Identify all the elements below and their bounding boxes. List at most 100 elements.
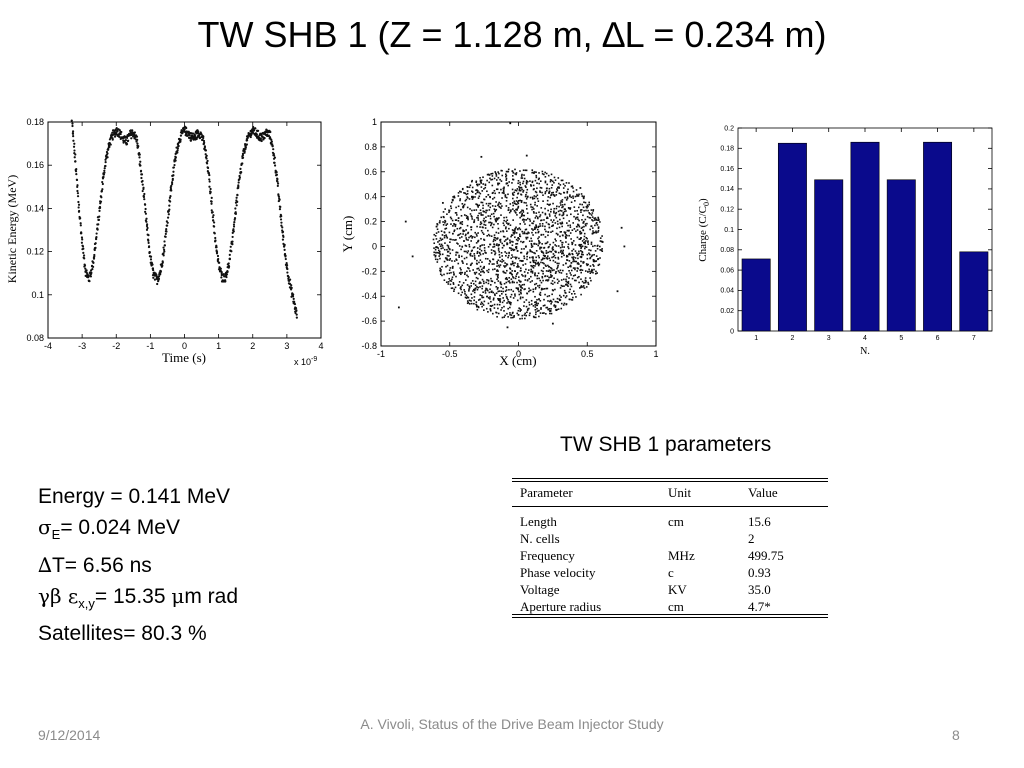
data-point [278,208,282,211]
data-point [516,263,519,265]
data-point [553,219,555,221]
data-point [238,176,241,179]
data-point [523,271,526,273]
data-point [577,206,580,209]
data-point [513,191,516,194]
x-tick-label: 0 [182,341,187,351]
data-point [507,193,509,196]
data-point [441,238,444,241]
y-tick-label: 0.18 [26,117,44,127]
data-point [81,245,85,248]
data-point [575,216,577,219]
data-point [470,215,473,217]
data-point [245,143,249,146]
data-point [583,287,586,289]
data-point [524,274,527,277]
data-point [574,218,577,220]
data-point [487,271,490,274]
data-point [544,180,547,183]
data-point [546,295,549,298]
data-point [529,250,532,253]
data-point [582,241,585,244]
data-point [491,175,494,177]
data-point [491,205,494,207]
data-point [509,312,511,314]
data-point [462,204,465,207]
data-point [545,270,548,272]
data-point [553,254,556,257]
data-point [236,194,239,197]
data-point [551,275,553,277]
data-point [561,206,563,209]
data-point [231,240,234,243]
data-point [583,225,585,228]
data-point [543,262,545,265]
data-point [514,262,516,264]
data-point [292,297,295,300]
data-point [142,186,145,189]
data-point [542,252,545,254]
data-point [599,237,602,239]
data-point [477,286,480,289]
data-point [594,272,597,275]
data-point [124,135,127,138]
data-point [522,169,525,172]
data-point [487,279,490,282]
data-point [566,190,569,193]
data-point [559,269,562,272]
x-tick-label: 0.5 [581,349,594,359]
data-point [482,253,484,255]
data-point [588,203,591,206]
data-point [444,242,446,244]
data-point [292,293,295,296]
data-point [162,252,165,255]
data-point [596,219,598,221]
data-point [493,177,496,180]
data-point [550,179,553,182]
data-point [165,227,168,231]
data-point [519,183,522,186]
data-point [497,217,499,220]
data-point [189,139,192,142]
data-point [293,300,296,303]
data-point [528,304,531,306]
data-point [492,212,495,215]
data-point [454,212,457,214]
data-point [92,265,95,268]
data-point [489,202,492,205]
data-point [561,179,564,182]
data-point [94,246,97,249]
data-point [505,239,507,241]
bunch-length-line: ∆T= 6.56 ns [38,553,152,578]
data-point [555,211,558,214]
data-point [479,179,482,182]
data-point [542,261,544,264]
data-point [245,139,249,142]
data-point [552,241,555,244]
data-point [480,179,483,182]
data-point [458,233,460,236]
data-point [246,136,249,139]
data-point [522,214,525,217]
data-point [494,239,497,242]
data-point [571,253,574,256]
data-point [481,305,483,308]
data-point [468,285,470,288]
data-point [509,122,512,125]
data-point [497,297,499,300]
data-point [515,275,517,278]
data-point [499,299,501,302]
data-point [535,304,538,306]
data-point [216,254,220,258]
data-point [538,286,541,289]
data-point [541,275,544,278]
data-point [144,210,147,213]
data-point [515,203,518,206]
data-point [562,187,565,189]
data-point [536,298,538,301]
data-point [513,281,515,284]
data-point [544,228,546,231]
data-point [498,182,501,185]
data-point [593,253,595,256]
data-point [548,307,551,310]
